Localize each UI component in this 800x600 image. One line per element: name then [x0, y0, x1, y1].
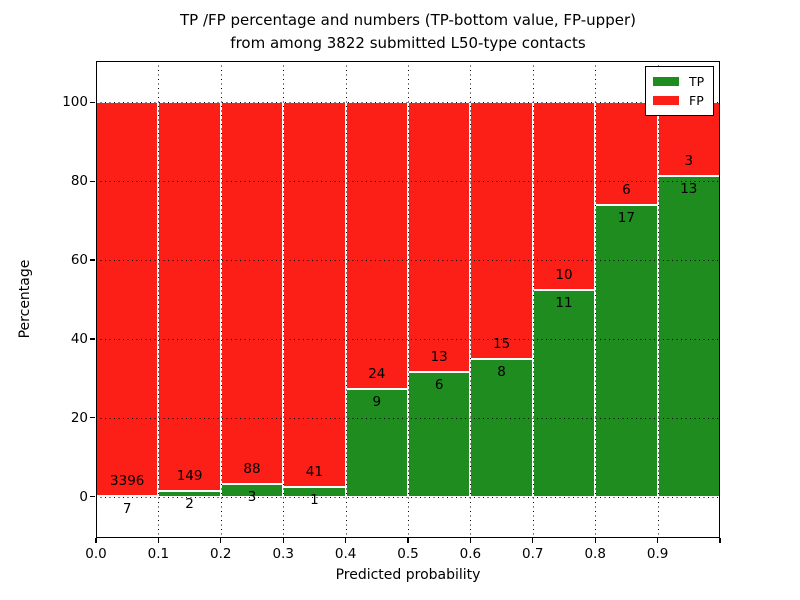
bar-0-fp-segment — [96, 102, 159, 496]
bar-8-tp-segment — [595, 205, 658, 497]
chart-title-line1: TP /FP percentage and numbers (TP-bottom… — [180, 11, 636, 29]
y-tick-mark — [90, 495, 95, 498]
y-axis-label: Percentage — [17, 259, 33, 339]
gridline-v-0.5 — [408, 61, 409, 538]
gridline-v-0.9 — [657, 61, 659, 538]
bar-5-fp-count-label: 13 — [430, 349, 448, 366]
x-tick-label-0.0: 0.0 — [85, 546, 107, 562]
x-tick-label-0.3: 0.3 — [272, 546, 294, 562]
bar-4-tp-count-label: 9 — [372, 394, 382, 411]
bar-6-tp-count-label: 8 — [497, 364, 506, 381]
x-tick-label-0.9: 0.9 — [646, 546, 669, 562]
x-tick-label-0.1: 0.1 — [147, 546, 170, 562]
bar-0-fp-count-label: 3396 — [110, 472, 145, 489]
bar-5-tp-count-label: 6 — [434, 377, 444, 394]
legend-swatch-fp-icon — [653, 96, 679, 105]
x-tick-mark — [407, 538, 409, 543]
legend-label-fp: FP — [689, 92, 704, 108]
x-tick-mark — [719, 538, 721, 543]
plot-area: 3396 7 149 2 88 3 41 1 24 9 13 6 15 8 10 11 6 17 3 13 — [96, 61, 720, 538]
y-tick-mark — [90, 259, 95, 261]
bar-8-fp-count-label: 6 — [622, 182, 631, 199]
bar-9-fp-count-label: 3 — [684, 153, 694, 170]
bar-0-tp-count-label: 7 — [122, 500, 132, 517]
bar-5-fp-segment — [408, 102, 471, 373]
legend-swatch-tp-icon — [653, 77, 679, 86]
bar-7-fp-segment — [532, 102, 596, 291]
bar-6-tp-segment — [470, 359, 533, 497]
x-tick-mark — [594, 538, 596, 543]
bar-3-tp-count-label: 1 — [310, 492, 319, 509]
gridline-v-0.7 — [532, 61, 534, 538]
bar-9-tp-segment — [657, 176, 720, 497]
bar-9-tp-count-label: 13 — [680, 181, 698, 198]
gridline-v-0.8 — [595, 61, 597, 538]
x-tick-mark — [344, 538, 347, 543]
bar-7-tp-count-label: 11 — [555, 295, 573, 312]
legend-label-tp: TP — [689, 73, 705, 89]
gridline-v-0.6 — [470, 61, 472, 538]
chart-title: TP /FP percentage and numbers (TP-bottom… — [96, 9, 720, 55]
gridline-v-0.1 — [158, 61, 160, 538]
legend-entry-fp: FP — [653, 91, 707, 110]
x-tick-label-0.8: 0.8 — [584, 546, 606, 562]
y-tick-label-40: 40 — [70, 330, 88, 347]
gridline-v-0.2 — [220, 61, 222, 538]
bar-1-fp-segment — [158, 102, 221, 492]
legend-entry-tp: TP — [653, 72, 707, 91]
y-tick-label-100: 100 — [62, 94, 88, 111]
bar-3-fp-segment — [283, 102, 346, 488]
x-tick-mark — [656, 538, 659, 543]
bar-4-tp-segment — [345, 389, 408, 497]
bar-4-fp-segment — [345, 102, 408, 390]
x-tick-label-0.5: 0.5 — [397, 546, 419, 562]
bar-6-fp-segment — [470, 102, 533, 360]
y-tick-mark — [90, 338, 95, 340]
bar-7-fp-count-label: 10 — [555, 267, 573, 284]
bar-4-fp-count-label: 24 — [368, 366, 386, 383]
y-tick-mark — [90, 180, 95, 182]
x-tick-mark — [469, 538, 472, 543]
bar-2-tp-count-label: 3 — [247, 488, 257, 505]
bar-6-fp-count-label: 15 — [492, 336, 511, 353]
bar-1-fp-count-label: 149 — [176, 468, 203, 485]
x-tick-mark — [95, 538, 97, 543]
y-tick-mark — [90, 417, 95, 419]
y-tick-label-60: 60 — [70, 252, 88, 269]
y-tick-label-20: 20 — [70, 409, 88, 426]
bar-1-tp-count-label: 2 — [185, 496, 194, 513]
bar-3-fp-count-label: 41 — [305, 464, 323, 481]
x-tick-label-0.2: 0.2 — [210, 546, 232, 562]
legend: TP FP — [645, 66, 714, 116]
y-tick-label-0: 0 — [79, 488, 88, 505]
x-tick-label-0.7: 0.7 — [522, 546, 544, 562]
gridline-v-0.3 — [283, 61, 285, 538]
chart-title-line2: from among 3822 submitted L50-type conta… — [230, 34, 586, 52]
bar-2-fp-segment — [220, 102, 284, 484]
x-tick-mark — [157, 538, 160, 543]
bar-7-tp-segment — [532, 290, 596, 497]
bar-2-fp-count-label: 88 — [243, 460, 261, 477]
x-axis-label: Predicted probability — [335, 567, 481, 583]
x-tick-mark — [532, 538, 534, 543]
gridline-v-0.4 — [345, 61, 347, 538]
x-tick-mark — [282, 538, 284, 543]
bar-8-tp-count-label: 17 — [617, 210, 635, 227]
bar-8-fp-segment — [595, 102, 658, 206]
x-tick-mark — [220, 538, 222, 543]
y-tick-label-80: 80 — [70, 173, 88, 190]
y-tick-mark — [90, 101, 95, 104]
x-tick-label-0.6: 0.6 — [459, 546, 482, 562]
x-tick-label-0.4: 0.4 — [334, 546, 357, 562]
